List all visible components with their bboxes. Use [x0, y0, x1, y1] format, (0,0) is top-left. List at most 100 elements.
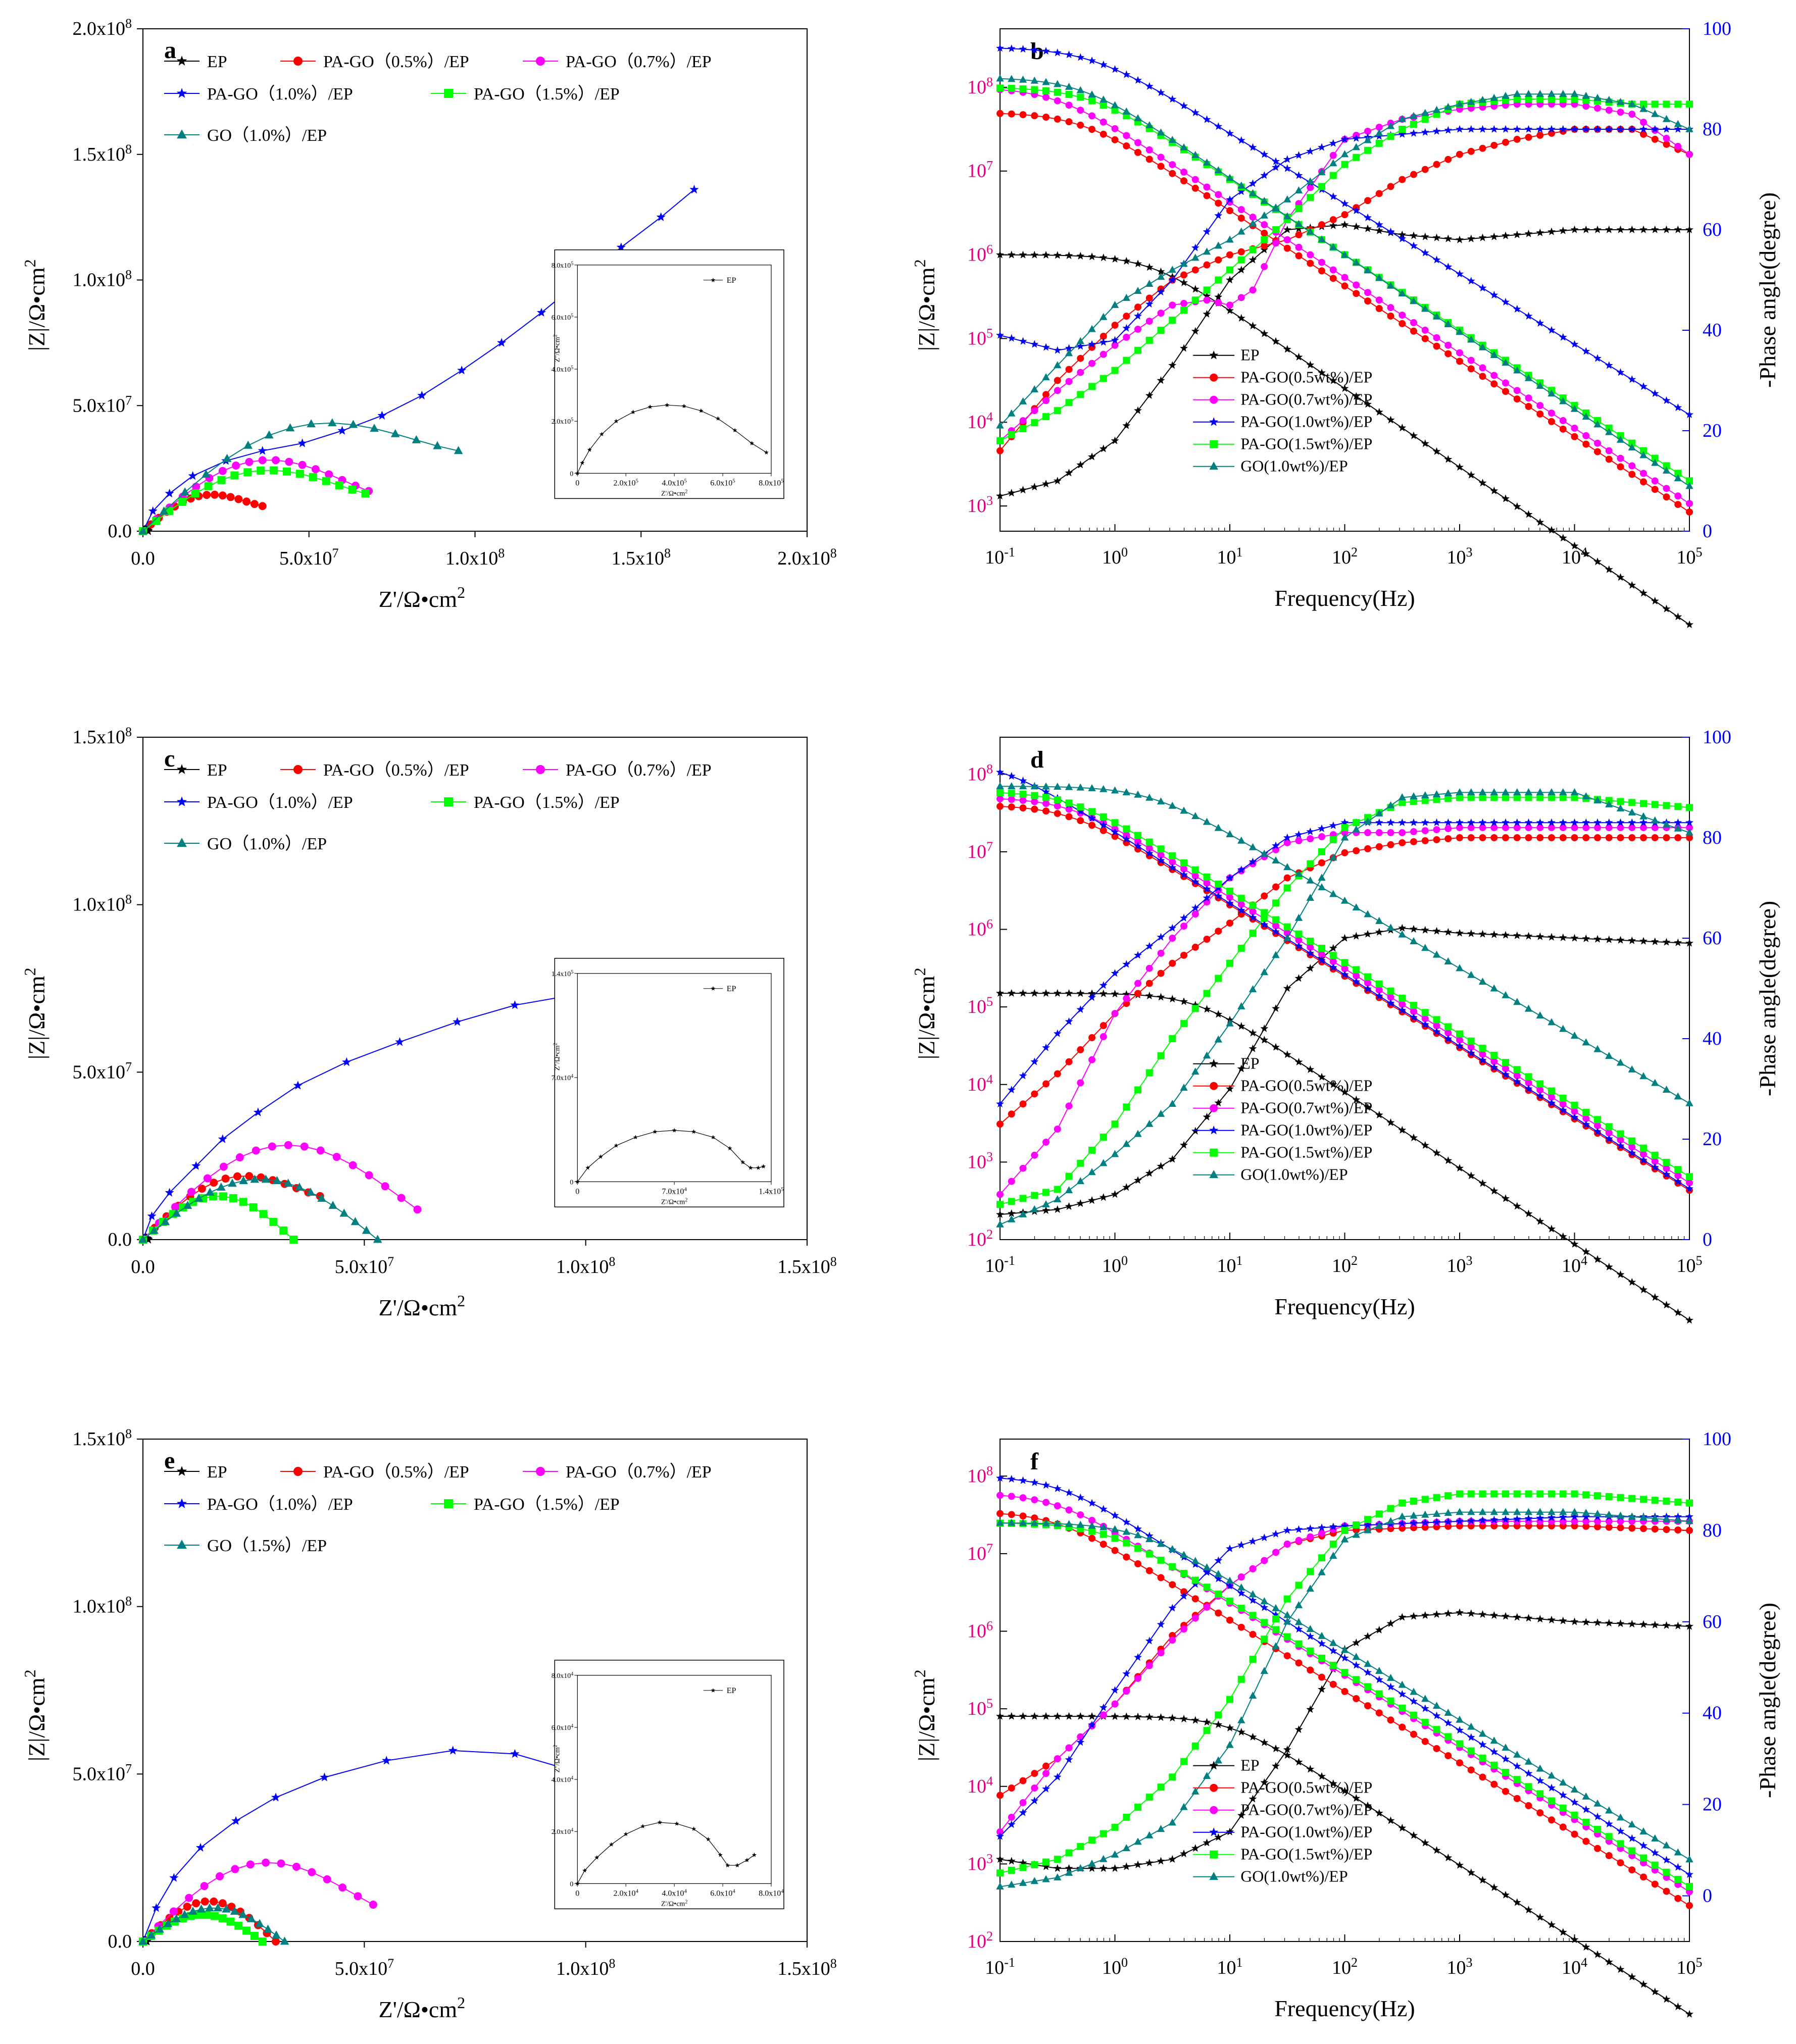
modulus-point-pa-go-1-0wt-ep — [1513, 304, 1521, 313]
modulus-point-pa-go-1-0wt-ep — [1272, 157, 1280, 165]
phase-point-go-1-0wt-ep — [1536, 788, 1544, 796]
phase-point-pa-go-0-5wt-ep — [1180, 951, 1187, 959]
phase-point-ep — [1340, 220, 1349, 228]
modulus-point-go-1-0wt-ep — [1168, 801, 1176, 809]
phase-point-ep — [1685, 1622, 1693, 1630]
data-point-pa-go-1-0-ep — [395, 1037, 405, 1046]
data-point-pa-go-0-5-ep — [242, 497, 251, 506]
modulus-point-ep — [1375, 1809, 1383, 1817]
modulus-point-pa-go-1-0wt-ep — [1306, 1632, 1315, 1640]
phase-point-pa-go-0-7wt-ep — [1065, 1744, 1073, 1752]
y-tick-label: 0.0 — [108, 521, 132, 542]
modulus-point-ep — [1410, 1133, 1418, 1142]
phase-point-go-1-0wt-ep — [1536, 89, 1544, 97]
legend-label-pa-go-0-5wt-ep: PA-GO(0.5wt%)/EP — [1240, 1778, 1372, 1797]
y2-axis-label: -Phase angle(degree) — [1755, 1603, 1780, 1798]
modulus-point-ep — [1226, 306, 1234, 314]
phase-point-ep — [1122, 1183, 1131, 1191]
modulus-point-go-1-0wt-ep — [1318, 883, 1326, 891]
phase-point-pa-go-0-7wt-ep — [1582, 103, 1590, 110]
data-point-pa-go-1-5-ep — [249, 1203, 258, 1211]
y-axis-label: |Z|/Ω•cm2 — [21, 967, 49, 1059]
modulus-point-pa-go-0-5wt-ep — [1686, 1902, 1693, 1909]
legend-marker — [1209, 1761, 1219, 1770]
y-tick-label: 105 — [967, 1696, 993, 1720]
phase-point-pa-go-1-5wt-ep — [1318, 848, 1325, 855]
modulus-point-ep — [1076, 251, 1085, 260]
modulus-point-pa-go-1-0wt-ep — [1042, 788, 1050, 796]
phase-point-pa-go-0-7wt-ep — [1042, 1770, 1050, 1777]
modulus-point-ep — [1398, 1823, 1407, 1832]
phase-point-pa-go-0-7wt-ep — [1100, 1033, 1107, 1041]
modulus-point-pa-go-0-5wt-ep — [1237, 215, 1245, 222]
phase-point-pa-go-0-7wt-ep — [1203, 296, 1211, 304]
phase-point-go-1-0wt-ep — [1616, 97, 1625, 105]
phase-point-pa-go-1-5wt-ep — [1467, 1490, 1475, 1498]
phase-point-ep — [1513, 230, 1521, 238]
phase-point-pa-go-0-5wt-ep — [1191, 266, 1199, 274]
phase-point-go-1-0wt-ep — [996, 1882, 1004, 1890]
phase-point-go-1-0wt-ep — [1168, 266, 1176, 273]
modulus-point-pa-go-1-5wt-ep — [1686, 477, 1693, 485]
legend-marker — [176, 1498, 187, 1508]
phase-point-pa-go-0-5wt-ep — [1065, 366, 1073, 373]
data-point-go-1-0-ep — [307, 419, 316, 428]
modulus-point-pa-go-1-0wt-ep — [1386, 999, 1395, 1007]
modulus-point-pa-go-1-0wt-ep — [1616, 368, 1625, 376]
data-point-pa-go-1-0-ep — [382, 1756, 391, 1765]
phase-point-ep — [1456, 1608, 1464, 1616]
phase-point-go-1-0wt-ep — [1340, 1535, 1349, 1543]
data-point-pa-go-1-0-ep — [165, 488, 174, 498]
phase-point-pa-go-0-7wt-ep — [1077, 1079, 1084, 1087]
phase-point-pa-go-1-5wt-ep — [1513, 794, 1521, 801]
modulus-point-ep — [1685, 1316, 1693, 1324]
modulus-point-go-1-0wt-ep — [1593, 1045, 1602, 1052]
modulus-point-pa-go-1-0wt-ep — [1444, 1035, 1453, 1043]
modulus-point-pa-go-1-5wt-ep — [1157, 1556, 1165, 1564]
inset: 0 2.0x105 4.0x105 6.0x105 8.0x10502.0x1054.0… — [552, 249, 784, 499]
modulus-point-ep — [996, 250, 1004, 259]
phase-point-go-1-0wt-ep — [1513, 89, 1521, 97]
modulus-point-pa-go-0-5wt-ep — [1123, 142, 1130, 149]
phase-point-pa-go-1-0wt-ep — [1260, 171, 1269, 179]
phase-point-pa-go-1-5wt-ep — [1456, 794, 1463, 801]
modulus-point-pa-go-1-0wt-ep — [1283, 164, 1291, 172]
modulus-point-go-1-0wt-ep — [1168, 136, 1176, 143]
data-point-pa-go-0-7-ep — [292, 1862, 301, 1871]
modulus-point-pa-go-1-0wt-ep — [1260, 150, 1269, 158]
phase-point-pa-go-0-7wt-ep — [1100, 350, 1107, 358]
legend-marker — [536, 57, 545, 66]
modulus-point-go-1-0wt-ep — [1651, 458, 1659, 466]
phase-point-pa-go-0-5wt-ep — [1456, 834, 1463, 841]
modulus-point-go-1-0wt-ep — [1432, 312, 1441, 320]
phase-point-ep — [1513, 931, 1521, 939]
modulus-point-pa-go-1-0wt-ep — [1294, 942, 1303, 950]
inset-y-tick-label: 4.0x104 — [552, 1775, 574, 1784]
x-tick-label: 100 — [1102, 1253, 1128, 1277]
y-tick-label: 107 — [967, 839, 993, 862]
modulus-point-ep — [1616, 573, 1625, 581]
phase-point-go-1-0wt-ep — [1467, 1508, 1475, 1515]
modulus-point-pa-go-0-5wt-ep — [1054, 115, 1061, 123]
inset-data-point — [640, 1824, 645, 1828]
phase-point-go-1-0wt-ep — [1386, 122, 1395, 129]
phase-point-pa-go-1-0wt-ep — [1478, 125, 1487, 133]
modulus-point-pa-go-1-5wt-ep — [1318, 945, 1325, 952]
legend-marker — [176, 796, 187, 806]
phase-point-ep — [1111, 1190, 1119, 1198]
phase-point-pa-go-1-5wt-ep — [1329, 172, 1337, 179]
phase-point-pa-go-1-0wt-ep — [1548, 1513, 1556, 1521]
phase-point-pa-go-1-5wt-ep — [1042, 1189, 1050, 1196]
data-point-go-1-0-ep — [161, 1217, 170, 1225]
phase-point-pa-go-1-0wt-ep — [1318, 824, 1326, 832]
data-point-pa-go-1-0-ep — [253, 1107, 263, 1116]
modulus-point-ep — [1237, 1727, 1245, 1736]
y2-tick-label: 20 — [1703, 1129, 1722, 1150]
legend-marker — [1209, 417, 1219, 426]
modulus-point-pa-go-1-0wt-ep — [1639, 1156, 1648, 1164]
phase-point-go-1-0wt-ep — [1340, 833, 1349, 841]
phase-point-pa-go-0-7wt-ep — [1456, 824, 1463, 832]
modulus-point-pa-go-0-5wt-ep — [1628, 471, 1636, 478]
phase-point-go-1-0wt-ep — [1513, 788, 1521, 796]
modulus-point-pa-go-0-7wt-ep — [1353, 281, 1360, 289]
